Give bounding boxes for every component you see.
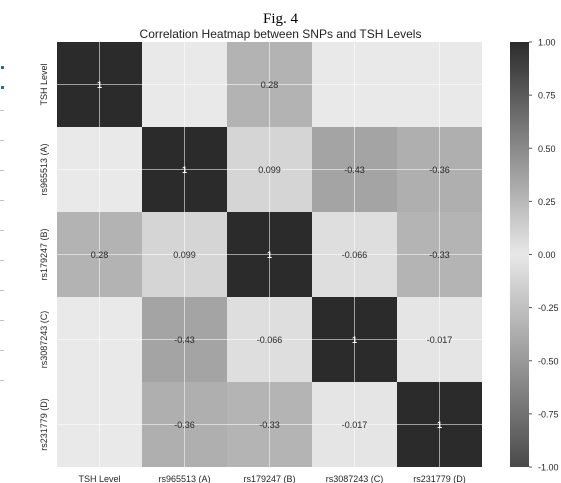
x-tick-labels: TSH Level rs965513 (A) rs179247 (B) rs30872… [78,474,465,483]
cell-value-label: 1 [267,250,272,260]
y-tick-label: rs3087243 (C) [39,311,49,369]
colorbar-tick-label: -1.00 [538,463,559,473]
figure-label: Fig. 4 [262,11,298,27]
cell-value-label: -0.017 [342,420,368,430]
cell-value-label: -0.066 [257,335,283,345]
colorbar-tick-label: 0.00 [538,250,556,260]
y-tick-label: rs179247 (B) [39,228,49,280]
x-tick-label: rs3087243 (C) [326,474,384,483]
edge-tick [0,230,4,231]
y-tick-label: rs965513 (A) [39,143,49,195]
x-tick-label: rs179247 (B) [243,474,295,483]
cell-value-label: 1 [97,80,102,90]
edge-tick [0,110,4,111]
cell-value-label: 0.099 [173,250,196,260]
cell-value-label: -0.36 [174,420,195,430]
cell-value-label: -0.017 [427,335,453,345]
colorbar-tick-label: 0.25 [538,197,556,207]
heatmap-value-labels: 1 0.28 1 0.099 -0.43 -0.36 0.28 0.099 1 -0.066 -0.… [91,80,453,430]
y-tick-labels: TSH Level rs965513 (A) rs179247 (B) rs30872… [39,63,49,450]
cell-value-label: 0.099 [258,165,281,175]
cell-value-label: -0.36 [429,165,450,175]
edge-tick [0,320,4,321]
edge-tick [0,140,4,141]
cell-value-label: -0.33 [429,250,450,260]
chart-title: Correlation Heatmap between SNPs and TSH… [139,27,422,41]
x-tick-label: rs965513 (A) [158,474,210,483]
colorbar-tick-label: -0.25 [538,303,559,313]
cell-value-label: -0.43 [174,335,195,345]
heatmap-gridlines [57,42,482,467]
cell-value-label: 0.28 [91,250,109,260]
cell-value-label: -0.33 [259,420,280,430]
cell-value-label: -0.066 [342,250,368,260]
cell-value-label: 1 [182,165,187,175]
edge-tick [0,260,4,261]
cell-value-label: 0.28 [261,80,279,90]
colorbar-tick-label: 1.00 [538,38,556,48]
edge-tick [0,380,4,381]
y-tick-label: rs231779 (D) [39,398,49,451]
edge-tick [0,350,4,351]
colorbar-tick-label: -0.75 [538,409,559,419]
edge-tick [0,290,4,291]
edge-marker [1,86,4,89]
cell-value-label: 1 [352,335,357,345]
left-edge-fragment [0,30,4,390]
x-tick-label: rs231779 (D) [413,474,466,483]
colorbar-tick-label: 0.50 [538,144,556,154]
x-tick-label: TSH Level [78,474,120,483]
colorbar-tick-label: 0.75 [538,91,556,101]
cell-value-label: -0.43 [344,165,365,175]
y-tick-label: TSH Level [39,63,49,105]
edge-tick [0,170,4,171]
cell-value-label: 1 [437,420,442,430]
colorbar-tick-label: -0.50 [538,356,559,366]
colorbar-gradient [510,42,529,467]
edge-tick [0,200,4,201]
edge-marker [1,66,4,69]
